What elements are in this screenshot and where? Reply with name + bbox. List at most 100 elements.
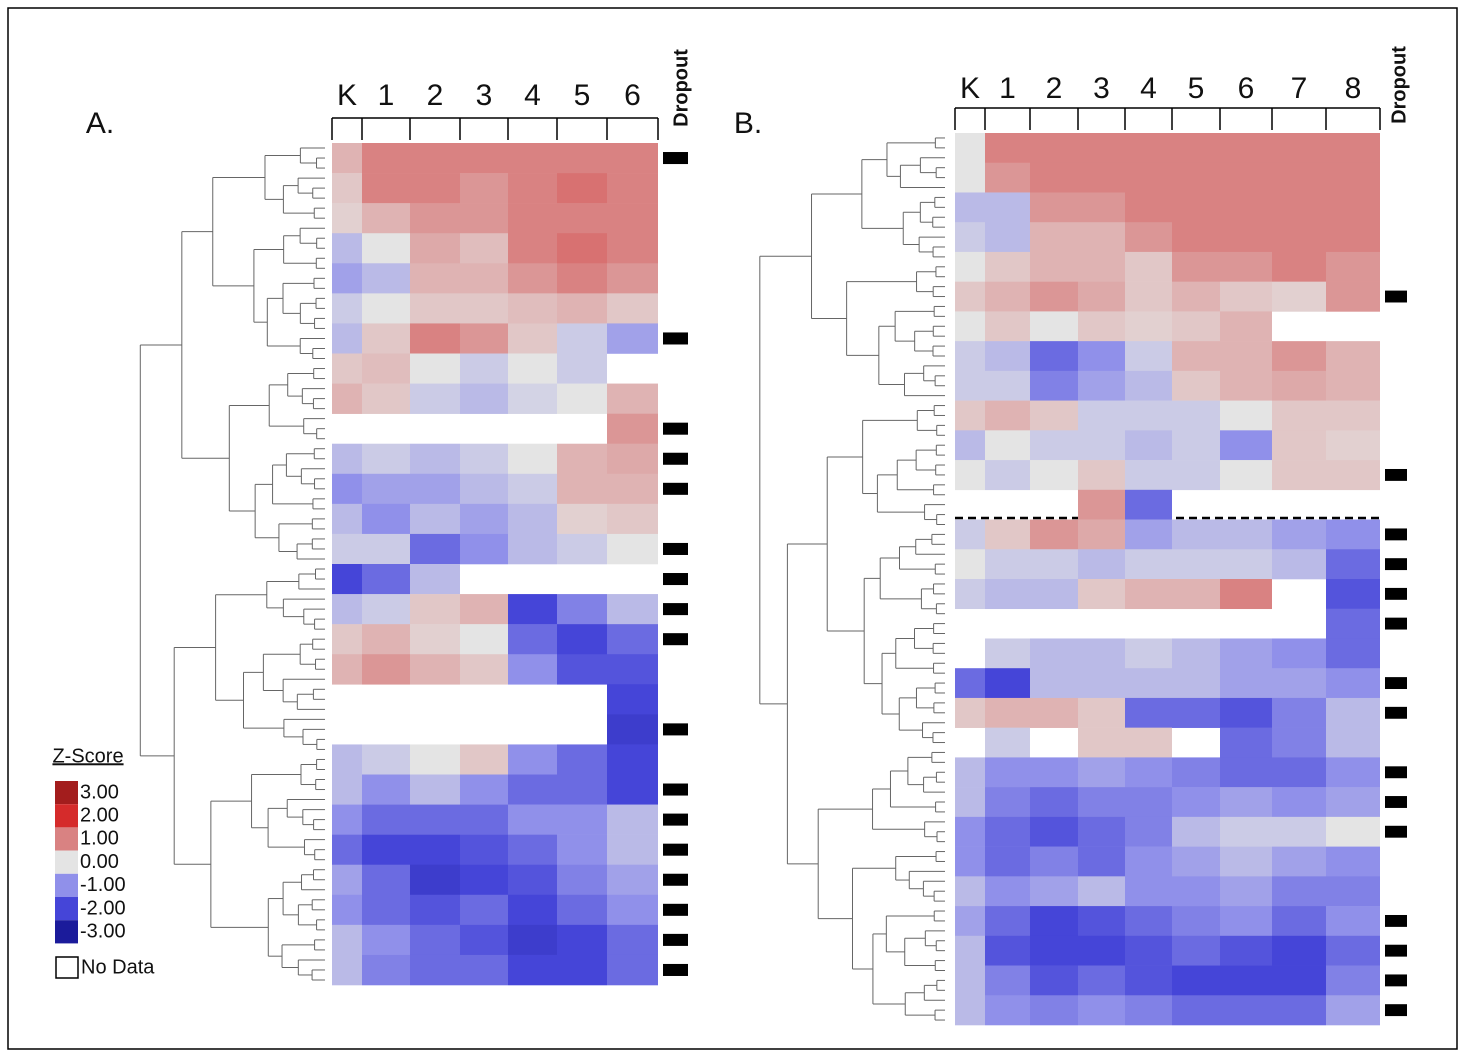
heatmap-cell [955, 816, 985, 847]
heatmap-cell [362, 263, 410, 294]
heatmap-cell [410, 864, 460, 896]
heatmap-cell [1220, 162, 1272, 193]
heatmap-cell [557, 143, 607, 174]
heatmap-cell [1125, 906, 1172, 937]
heatmap-cell [332, 594, 362, 625]
heatmap-cell [985, 192, 1030, 223]
heatmap-cell [1078, 549, 1125, 580]
heatmap-cell [1030, 787, 1078, 818]
heatmap-cell [985, 162, 1030, 193]
heatmap-cell [985, 281, 1030, 312]
heatmap-cell [607, 654, 658, 685]
heatmap-cell [985, 460, 1030, 491]
heatmap-cell [332, 263, 362, 294]
column-label: 1 [378, 79, 395, 112]
heatmap-cell [1272, 787, 1326, 818]
column-label: 8 [1345, 72, 1362, 105]
heatmap-cell [1220, 965, 1272, 996]
heatmap-cell [1078, 281, 1125, 312]
heatmap-cell [955, 965, 985, 996]
heatmap-cell [955, 370, 985, 401]
dropout-mark [1385, 825, 1407, 838]
legend-label: 3.00 [80, 781, 119, 803]
heatmap-cell [1172, 370, 1220, 401]
heatmap-cell [332, 744, 362, 775]
heatmap-cell [607, 203, 658, 234]
heatmap-cell [1125, 222, 1172, 253]
heatmap-cell [607, 263, 658, 294]
heatmap-cell [955, 697, 985, 728]
heatmap-cell [607, 624, 658, 655]
heatmap-cell [1078, 787, 1125, 818]
heatmap-cell [1030, 519, 1078, 550]
dropout-mark [663, 813, 688, 826]
heatmap-cell [460, 233, 508, 264]
heatmap-cell [508, 323, 557, 354]
heatmap-cell [1030, 638, 1078, 669]
column-label: 6 [624, 79, 641, 112]
heatmap-cell [1272, 519, 1326, 550]
heatmap-cell [362, 533, 410, 565]
heatmap-cell [410, 143, 460, 174]
dropout-mark [663, 873, 688, 886]
panel-label: A. [86, 107, 114, 140]
heatmap-cell [1272, 162, 1326, 193]
dropout-mark [663, 452, 688, 465]
heatmap-cell [1272, 400, 1326, 431]
heatmap-cell [1220, 430, 1272, 461]
legend-label: -1.00 [80, 874, 126, 896]
heatmap-cell [410, 383, 460, 414]
heatmap-cell [508, 293, 557, 324]
heatmap-cell [1030, 846, 1078, 877]
heatmap-cell [607, 383, 658, 414]
heatmap-cell [1220, 668, 1272, 699]
heatmap-cell [460, 894, 508, 926]
heatmap-cell [332, 473, 362, 505]
heatmap-cell [985, 697, 1030, 728]
heatmap-cell [607, 894, 658, 926]
heatmap-cell [460, 323, 508, 354]
column-label: 3 [476, 79, 493, 112]
heatmap-cell [1172, 133, 1220, 164]
heatmap-cell [508, 954, 557, 986]
heatmap-cell [1172, 906, 1220, 937]
heatmap-cell [1030, 400, 1078, 431]
heatmap-cell [557, 804, 607, 835]
heatmap-cell [607, 503, 658, 535]
heatmap-cell [1125, 876, 1172, 907]
heatmap-cell [607, 413, 658, 445]
legend-swatch [55, 920, 78, 944]
heatmap-cell [410, 594, 460, 625]
dropout-mark [663, 903, 688, 916]
heatmap-cell [1326, 400, 1380, 431]
heatmap-cell [557, 654, 607, 685]
heatmap-cell [332, 864, 362, 896]
heatmap-cell [332, 533, 362, 565]
legend-label: 2.00 [80, 804, 119, 826]
heatmap-cell [607, 774, 658, 805]
heatmap-cell [1078, 906, 1125, 937]
heatmap-cell [955, 876, 985, 907]
heatmap-cell [460, 594, 508, 625]
heatmap-cell [1030, 757, 1078, 788]
heatmap-cell [410, 353, 460, 384]
dropout-mark [1385, 1004, 1407, 1017]
heatmap-cell [557, 924, 607, 956]
heatmap-cell [332, 293, 362, 324]
heatmap-cell [607, 233, 658, 264]
heatmap-cell [1220, 757, 1272, 788]
heatmap-cell [1078, 965, 1125, 996]
heatmap-cell [1078, 251, 1125, 282]
heatmap-cell [557, 744, 607, 775]
column-label: 2 [427, 79, 444, 112]
heatmap-cell [410, 503, 460, 535]
heatmap-cell [1172, 876, 1220, 907]
heatmap-cell [985, 935, 1030, 966]
heatmap-cell [332, 503, 362, 535]
heatmap-cell [410, 473, 460, 505]
heatmap-cell [1125, 341, 1172, 372]
heatmap-cell [410, 564, 460, 595]
heatmap-cell [1172, 757, 1220, 788]
heatmap-cell [557, 443, 607, 475]
heatmap-cell [508, 473, 557, 505]
